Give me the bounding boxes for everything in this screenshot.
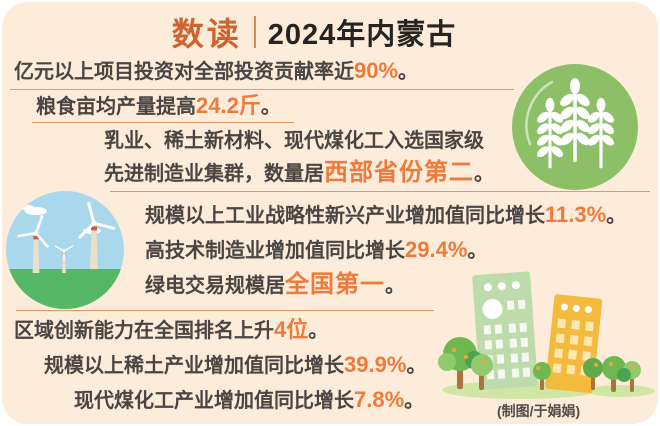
fact-period: 。 xyxy=(385,275,405,297)
separator-line-1 xyxy=(10,89,514,90)
fact-text: 先进制造业集群，数量居 xyxy=(104,163,324,185)
title-prefix: 数读 xyxy=(171,16,242,52)
credit-text: (制图/于娟娟) xyxy=(497,403,581,419)
separator-line-3 xyxy=(110,191,650,192)
fact-period: 。 xyxy=(404,390,425,412)
fact-green-power: 绿电交易规模居全国第一。 xyxy=(145,272,405,299)
fact-text: 粮食亩均产量提高 xyxy=(36,96,196,118)
fact-text: 乳业、稀土新材料、现代煤化工入选国家级 xyxy=(104,130,484,152)
fact-hightech-manufacturing: 高技术制造业增加值同比增长29.4%。 xyxy=(145,237,487,264)
fact-text: 规模以上稀土产业增加值同比增长 xyxy=(44,355,344,377)
fact-period: 。 xyxy=(260,96,281,118)
fact-text: 区域创新能力在全国排名上升 xyxy=(14,320,274,342)
fact-clusters-line2: 先进制造业集群，数量居西部省份第二。 xyxy=(104,160,494,187)
fact-period: 。 xyxy=(474,163,494,185)
fact-highlight: 西部省份第二 xyxy=(324,159,474,186)
fact-text: 亿元以上项目投资对全部投资贡献率近 xyxy=(14,61,354,83)
separator-line-4 xyxy=(16,310,434,311)
fact-highlight: 90% xyxy=(354,58,399,83)
fact-clusters-line1: 乳业、稀土新材料、现代煤化工入选国家级 xyxy=(104,128,484,154)
page-title: 数读 2024年内蒙古 xyxy=(0,12,644,52)
fact-investment: 亿元以上项目投资对全部投资贡献率近90%。 xyxy=(14,58,418,85)
fact-highlight: 39.9% xyxy=(344,352,407,377)
fact-highlight: 24.2斤 xyxy=(196,93,261,118)
fact-coal-chemical: 现代煤化工产业增加值同比增长7.8%。 xyxy=(74,387,424,414)
fact-highlight: 全国第一 xyxy=(285,271,385,298)
city-buildings-icon xyxy=(425,268,655,403)
fact-period: 。 xyxy=(406,355,427,377)
fact-highlight: 29.4% xyxy=(405,237,468,262)
title-main: 2024年内蒙古 xyxy=(267,19,457,51)
fact-rare-earth: 规模以上稀土产业增加值同比增长39.9%。 xyxy=(44,352,426,379)
fact-period: 。 xyxy=(467,240,488,262)
fact-highlight: 4位 xyxy=(274,317,309,342)
wheat-crop-icon xyxy=(512,64,638,190)
fact-text: 规模以上工业战略性新兴产业增加值同比增长 xyxy=(145,205,545,227)
fact-text: 高技术制造业增加值同比增长 xyxy=(145,240,405,262)
fact-innovation-rank: 区域创新能力在全国排名上升4位。 xyxy=(14,317,328,344)
fact-highlight: 11.3% xyxy=(545,202,607,227)
fact-period: 。 xyxy=(398,61,419,83)
title-divider xyxy=(253,16,256,48)
fact-grain-yield: 粮食亩均产量提高24.2斤。 xyxy=(36,93,281,120)
fact-highlight: 7.8% xyxy=(354,387,405,412)
fact-text: 绿电交易规模居 xyxy=(145,275,285,297)
separator-line-2 xyxy=(32,122,294,123)
fact-text: 现代煤化工产业增加值同比增长 xyxy=(74,390,354,412)
fact-period: 。 xyxy=(606,205,627,227)
fact-period: 。 xyxy=(308,320,329,342)
fact-strategic-industry: 规模以上工业战略性新兴产业增加值同比增长11.3%。 xyxy=(145,202,626,229)
wind-turbines-icon xyxy=(6,191,124,309)
